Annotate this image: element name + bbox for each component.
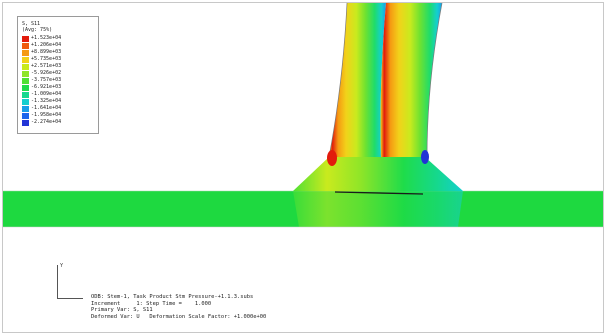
legend-value: -1.958e+04 [31,112,62,118]
legend-swatch [22,78,29,84]
legend-swatch [22,36,29,42]
legend-value: +1.523e+04 [31,35,62,41]
info-primary-var-line: Primary Var: S, S11 [91,307,153,314]
legend-value: -1.641e+04 [31,105,62,111]
legend-swatch [22,106,29,112]
info-odb-line: ODB: Stem-1, Task Product Stm Pressure-+… [91,294,254,300]
stress-coldspot [421,150,429,164]
legend-variable: S, S11 [22,21,41,27]
legend-swatch [22,64,29,70]
legend-row: +1.523e+04 [22,35,96,42]
triad-x-axis [57,298,83,299]
axis-triad: Y [57,263,87,301]
contour-legend: S, S11 (Avg: 75%) +1.523e+04 +1.206e+04 +8… [17,16,99,134]
legend-row: -6.921e+03 [22,84,96,91]
legend-row: +2.571e+03 [22,63,96,70]
model-info-block: ODB: Stem-1, Task Product Stm Pressure-+… [91,294,266,320]
legend-swatch [22,92,29,98]
stem-neck [293,157,463,191]
info-increment-line: Increment 1: Step Time = 1.000 [91,300,212,307]
legend-value: -2.274e+04 [31,119,62,125]
legend-row: +1.206e+04 [22,42,96,49]
legend-value: -3.757e+03 [31,77,62,83]
legend-swatch [22,71,29,77]
stem [329,3,386,157]
legend-row: -3.757e+03 [22,77,96,84]
legend-value: -5.926e+02 [31,70,62,76]
legend-row: +5.735e+03 [22,56,96,63]
legend-options: (Avg: 75%) [22,27,53,33]
triad-y-axis [57,265,58,299]
legend-row: -1.325e+04 [22,98,96,105]
contact-line [334,191,424,195]
legend-value: -1.325e+04 [31,98,62,104]
legend-value: +5.735e+03 [31,56,62,62]
fe-model-view[interactable] [3,3,603,332]
legend-row: -1.009e+04 [22,91,96,98]
legend-row: -5.926e+02 [22,70,96,77]
legend-swatch [22,43,29,49]
legend-value: -6.921e+03 [31,84,62,90]
legend-swatch [22,99,29,105]
legend-swatch [22,50,29,56]
triad-axis-label: Y [60,263,64,269]
legend-value: +8.899e+03 [31,49,62,55]
legend-value: -1.009e+04 [31,91,62,97]
legend-row: +8.899e+03 [22,49,96,56]
legend-swatch [22,113,29,119]
neck-lower [293,191,463,227]
legend-swatch [22,120,29,126]
legend-entries: +1.523e+04 +1.206e+04 +8.899e+03 +5.735e+03… [22,35,96,126]
legend-row: -2.274e+04 [22,119,96,126]
legend-row: -1.958e+04 [22,112,96,119]
stem-right-part [380,3,442,157]
stem-outline [328,3,443,158]
legend-swatch [22,57,29,63]
info-deformed-var-line: Deformed Var: U Deformation Scale Factor… [91,313,267,320]
legend-value: +1.206e+04 [31,42,62,48]
legend-row: -1.641e+04 [22,105,96,112]
legend-swatch [22,85,29,91]
legend-value: +2.571e+03 [31,63,62,69]
stress-hotspot [327,150,337,166]
